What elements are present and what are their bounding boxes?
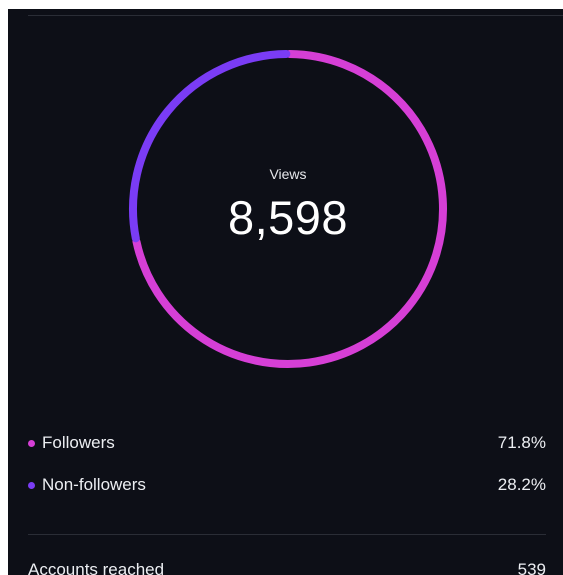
views-label: Views	[269, 166, 307, 182]
legend-value-non-followers: 28.2%	[497, 475, 546, 494]
accounts-reached-value: 539	[517, 560, 546, 575]
legend-label-non-followers: Non-followers	[42, 475, 146, 494]
top-divider	[28, 15, 563, 16]
accounts-reached-label: Accounts reached	[28, 560, 165, 575]
insights-screen: Views 8,598 Followers 71.8% Non-follower…	[8, 9, 563, 575]
section-divider	[28, 534, 546, 535]
accounts-reached-row[interactable]: Accounts reached 539	[28, 560, 546, 575]
followers-dot-icon	[28, 440, 35, 447]
legend-label-followers: Followers	[42, 433, 115, 452]
non-followers-dot-icon	[28, 482, 35, 489]
donut-svg	[129, 50, 447, 368]
views-total: 8,598	[227, 191, 349, 244]
donut-segment-non-followers	[129, 50, 291, 243]
legend-item-followers: Followers 71.8%	[28, 432, 546, 456]
legend-value-followers: 71.8%	[497, 433, 546, 452]
donut-segment-followers	[132, 50, 447, 368]
legend-item-non-followers: Non-followers 28.2%	[28, 474, 546, 498]
views-donut-chart: Views 8,598	[119, 40, 457, 378]
